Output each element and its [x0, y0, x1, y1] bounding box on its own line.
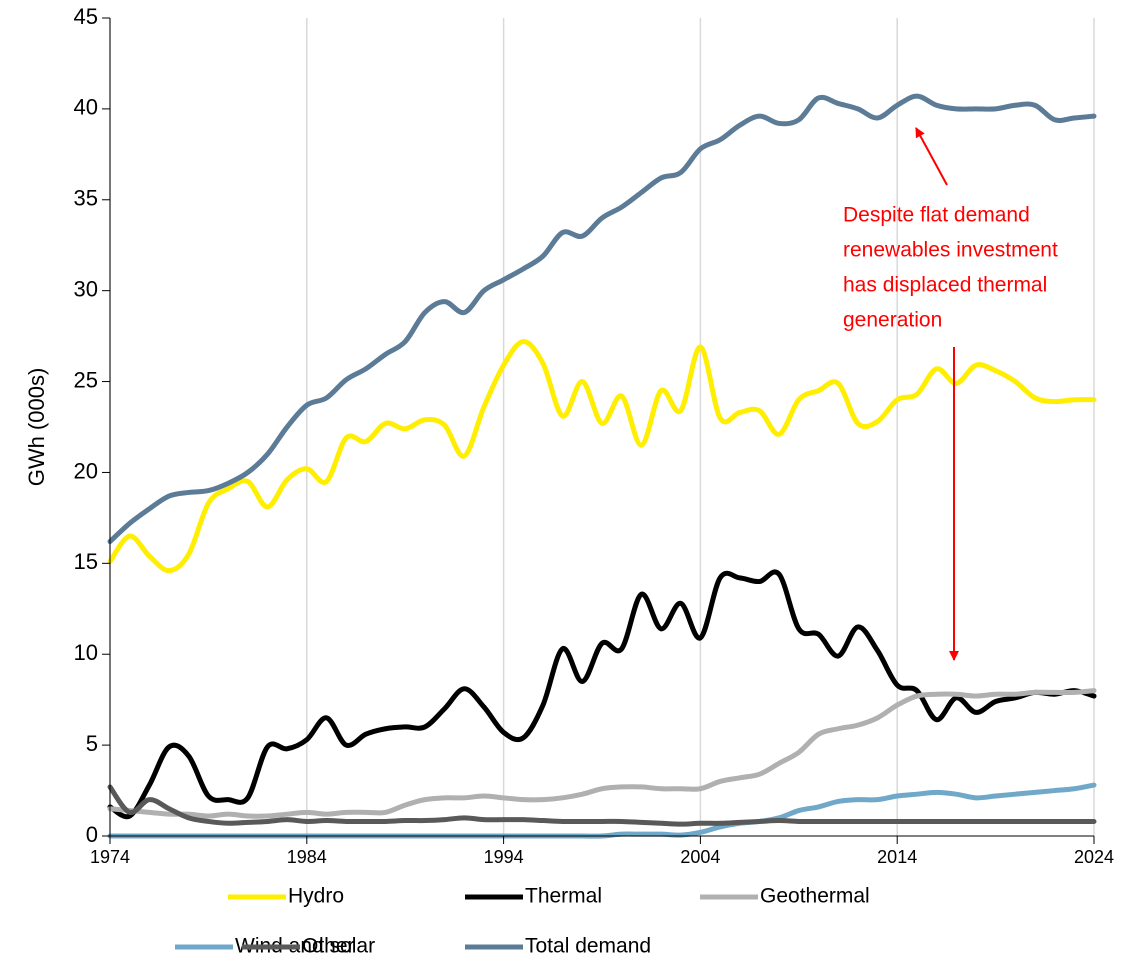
lines: [107, 93, 1097, 839]
y-tick-label: 45: [74, 4, 98, 29]
series-line: [107, 784, 1097, 827]
annotation-text: renewables investment: [843, 239, 1058, 262]
legend-label: Geothermal: [760, 885, 870, 908]
legend-label: Other: [302, 935, 355, 958]
x-tick-label: 2014: [877, 847, 917, 867]
legend-label: Thermal: [525, 885, 602, 908]
y-axis-label: GWh (000s): [24, 368, 49, 487]
y-tick-label: 40: [74, 95, 98, 120]
y-tick-label: 10: [74, 640, 98, 665]
y-tick-label: 15: [74, 549, 98, 574]
x-tick-label: 2024: [1074, 847, 1114, 867]
y-tick-label: 25: [74, 367, 98, 392]
x-tick-label: 2004: [680, 847, 720, 867]
y-tick-label: 30: [74, 276, 98, 301]
legend-label: Hydro: [288, 885, 344, 908]
annotation-arrow: [915, 127, 948, 186]
x-tick-label: 1974: [90, 847, 130, 867]
y-tick-label: 35: [74, 186, 98, 211]
annotation-text: generation: [843, 309, 942, 332]
y-tick-label: 0: [86, 822, 98, 847]
series-line: [107, 569, 1097, 820]
legend-label: Wind and solar: [235, 935, 375, 958]
series-line: [107, 688, 1097, 819]
y-tick-label: 20: [74, 458, 98, 483]
axes: 1974 1984 1994 2004 2014 2024 0 5 10 15 20 25 30 35 40…: [74, 4, 1115, 867]
legend-label: Total demand: [525, 935, 651, 958]
series-line: [107, 782, 1097, 839]
series-line: [107, 93, 1097, 545]
legend: Hydro Thermal Geothermal Wind and solarOthe…: [175, 885, 870, 958]
x-tick-label: 1994: [484, 847, 524, 867]
annotation-text: Despite flat demand: [843, 204, 1030, 227]
y-tick-label: 5: [86, 731, 98, 756]
annotation: Despite flat demand renewables investment…: [843, 204, 1058, 332]
x-tick-label: 1984: [287, 847, 327, 867]
series-line: [107, 339, 1097, 574]
annotation-text: has displaced thermal: [843, 274, 1047, 297]
